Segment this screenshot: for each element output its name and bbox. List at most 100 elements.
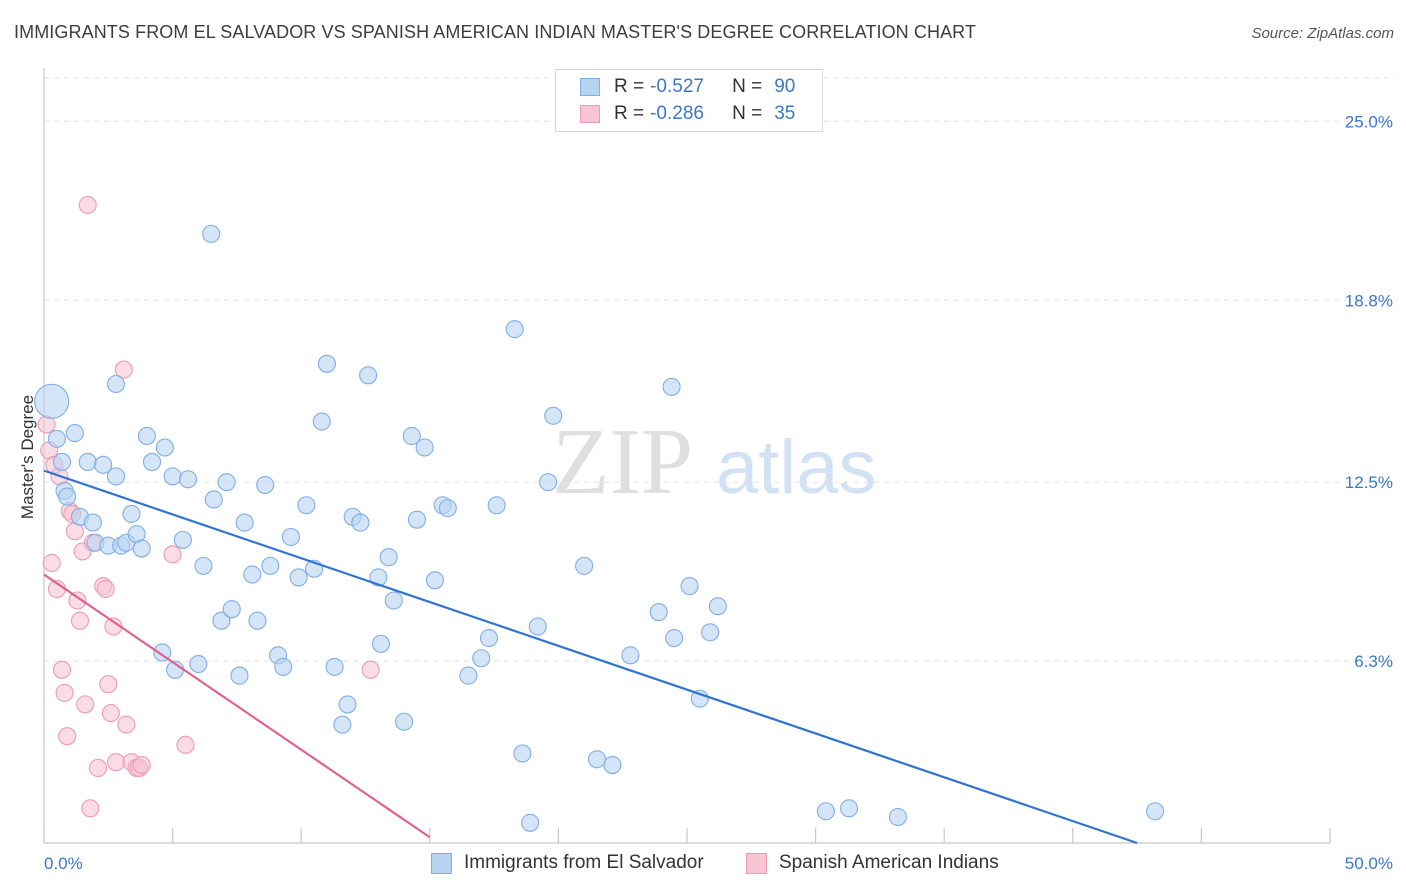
point-el-salvador xyxy=(379,548,398,567)
point-el-salvador xyxy=(621,646,640,665)
point-el-salvador xyxy=(487,496,506,515)
point-el-salvador xyxy=(132,539,151,558)
legend-swatch-blue xyxy=(431,852,452,874)
point-el-salvador xyxy=(230,666,249,685)
point-el-salvador xyxy=(351,513,370,532)
point-spanish-american-indians xyxy=(52,660,72,679)
trend-lines xyxy=(43,469,1138,845)
watermark: ZIP atlas xyxy=(552,410,877,514)
point-el-salvador xyxy=(415,438,434,457)
watermark-atlas: atlas xyxy=(716,425,877,510)
point-el-salvador xyxy=(888,807,907,827)
point-el-salvador xyxy=(194,556,213,575)
point-el-salvador xyxy=(137,426,156,446)
point-el-salvador xyxy=(708,597,727,616)
point-spanish-american-indians xyxy=(42,553,61,573)
point-el-salvador xyxy=(78,452,97,471)
trend-line-spanish-american-indians xyxy=(43,573,431,839)
point-el-salvador xyxy=(528,617,547,636)
point-el-salvador xyxy=(402,426,421,446)
point-spanish-american-indians xyxy=(81,799,100,818)
y-tick-label: 25.0% xyxy=(1345,112,1393,131)
point-el-salvador xyxy=(338,695,357,714)
legend-swatch-pink xyxy=(580,105,600,123)
point-el-salvador xyxy=(662,377,681,396)
legend-n-label: N = xyxy=(732,76,763,97)
y-tick-label: 18.8% xyxy=(1345,291,1393,310)
chart-title: IMMIGRANTS FROM EL SALVADOR VS SPANISH A… xyxy=(14,22,977,42)
point-el-salvador xyxy=(52,452,72,471)
point-el-salvador xyxy=(256,475,275,495)
point-el-salvador xyxy=(34,383,70,419)
point-el-salvador xyxy=(521,813,540,832)
point-spanish-american-indians xyxy=(58,727,77,746)
watermark-zip: ZIP xyxy=(552,410,693,514)
point-spanish-american-indians xyxy=(163,545,182,564)
point-spanish-american-indians xyxy=(99,675,118,694)
point-el-salvador xyxy=(438,499,457,518)
series-spanish-american-indians xyxy=(37,195,380,818)
point-el-salvador xyxy=(333,715,352,734)
point-spanish-american-indians xyxy=(117,715,136,734)
source-label: Source: ZipAtlas.com xyxy=(1251,25,1394,42)
point-el-salvador xyxy=(587,750,607,769)
point-spanish-american-indians xyxy=(114,360,133,379)
point-el-salvador xyxy=(173,530,192,549)
point-el-salvador xyxy=(505,320,524,339)
point-el-salvador xyxy=(248,611,267,630)
point-el-salvador xyxy=(1146,802,1165,821)
point-spanish-american-indians xyxy=(68,591,87,610)
point-el-salvador xyxy=(680,577,699,596)
point-el-salvador xyxy=(297,496,316,515)
y-axis-title: Master's Degree xyxy=(18,394,37,520)
point-el-salvador xyxy=(65,424,84,443)
legend-n-value: 90 xyxy=(774,76,796,97)
point-spanish-american-indians xyxy=(96,579,115,599)
point-el-salvador xyxy=(359,366,378,385)
legend-row-spanish-american-indians: R = -0.286 N = 35 xyxy=(580,102,795,126)
point-el-salvador xyxy=(178,470,198,489)
legend-r-label: R = xyxy=(614,76,645,97)
point-el-salvador xyxy=(459,666,478,685)
x-tick-label: 0.0% xyxy=(44,854,83,873)
point-el-salvador xyxy=(274,657,293,676)
point-el-salvador xyxy=(106,467,126,486)
legend-r-value: -0.527 xyxy=(650,76,704,97)
point-el-salvador xyxy=(222,600,241,619)
point-el-salvador xyxy=(665,628,684,648)
point-el-salvador xyxy=(575,556,594,575)
legend-label-spanish-american-indians: Spanish American Indians xyxy=(779,852,999,873)
legend-row-el-salvador: R = -0.527 N = 90 xyxy=(580,75,795,99)
legend-label-el-salvador: Immigrants from El Salvador xyxy=(464,852,704,873)
point-el-salvador xyxy=(816,802,835,821)
point-el-salvador xyxy=(94,455,113,474)
point-el-salvador xyxy=(603,756,622,775)
legend-swatch-blue xyxy=(580,78,600,96)
y-tick-label: 12.5% xyxy=(1345,473,1393,492)
point-el-salvador xyxy=(649,603,668,622)
point-el-salvador xyxy=(371,634,390,653)
point-el-salvador xyxy=(395,712,414,731)
x-tick-label: 50.0% xyxy=(1345,854,1393,873)
point-el-salvador xyxy=(839,799,859,818)
point-el-salvador xyxy=(317,354,336,373)
legend-r-value: -0.286 xyxy=(650,103,704,124)
point-el-salvador xyxy=(281,527,300,547)
point-el-salvador xyxy=(163,467,182,486)
legend-swatch-pink xyxy=(746,852,767,874)
point-el-salvador xyxy=(155,438,174,457)
y-tick-label: 6.3% xyxy=(1354,652,1393,671)
legend-item-el-salvador[interactable]: Immigrants from El Salvador xyxy=(431,852,704,874)
point-el-salvador xyxy=(472,649,491,668)
point-spanish-american-indians xyxy=(106,753,126,772)
point-el-salvador xyxy=(544,406,563,425)
point-spanish-american-indians xyxy=(78,195,97,215)
point-el-salvador xyxy=(202,224,221,243)
point-el-salvador xyxy=(189,654,208,674)
point-spanish-american-indians xyxy=(76,695,95,714)
point-el-salvador xyxy=(479,628,499,648)
point-spanish-american-indians xyxy=(361,660,380,679)
legend-item-spanish-american-indians[interactable]: Spanish American Indians xyxy=(746,852,999,874)
point-spanish-american-indians xyxy=(176,735,195,754)
